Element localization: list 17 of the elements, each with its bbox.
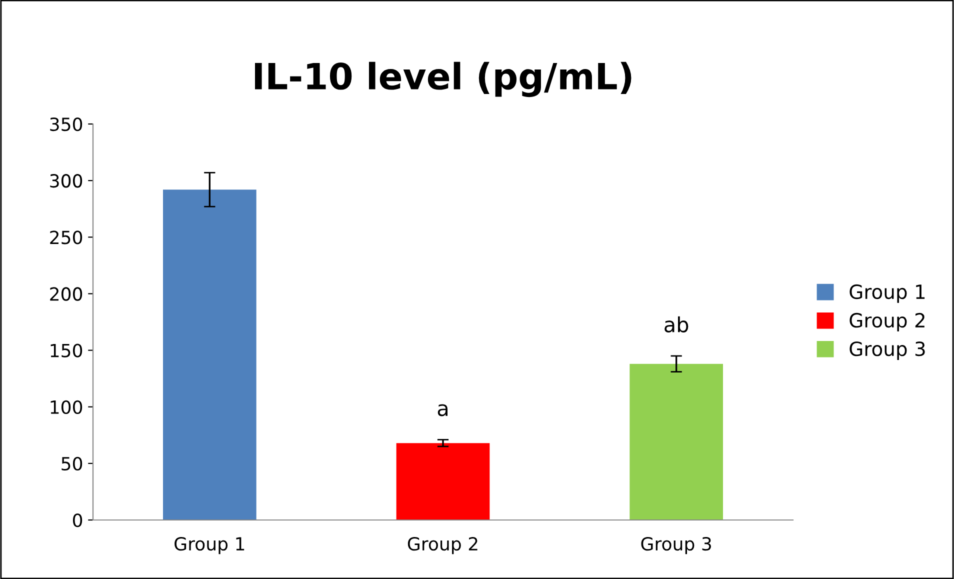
y-tick-label: 350 <box>50 117 82 132</box>
annotation: a <box>438 404 448 416</box>
y-tick-label: 50 <box>62 456 82 471</box>
legend-label: Group 3 <box>850 341 925 360</box>
y-tick-label: 0 <box>72 513 82 528</box>
y-tick-label: 300 <box>50 174 82 188</box>
y-tick-label: 200 <box>50 287 82 301</box>
chart-title: IL-10 level (pg/mL) <box>254 62 632 98</box>
y-tick-label: 250 <box>50 230 82 244</box>
x-tick-label: Group 3 <box>641 536 711 554</box>
y-tick-label: 150 <box>50 344 82 358</box>
annotation: ab <box>664 316 688 332</box>
legend-label: Group 2 <box>850 312 924 332</box>
x-tick-label: Group 2 <box>408 536 478 554</box>
x-tick-label: Group 1 <box>174 536 244 554</box>
y-tick-label: 100 <box>50 400 82 414</box>
legend-label: Group 1 <box>850 284 925 303</box>
